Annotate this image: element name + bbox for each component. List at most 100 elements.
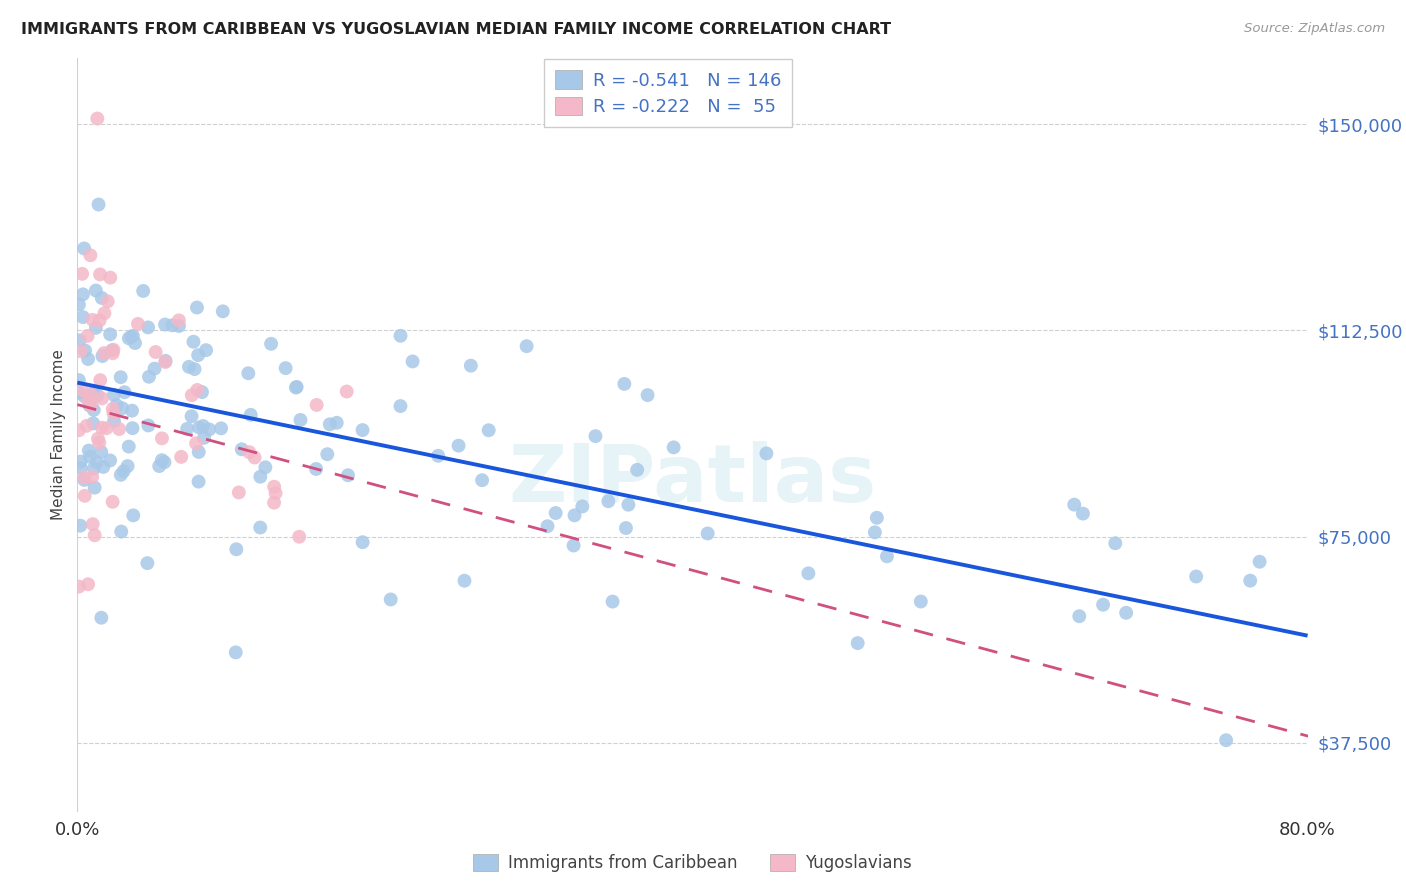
Point [195,343,218,358]
Point [187,475,209,489]
Point [103,343,125,357]
Point [73,473,96,487]
Point [84,321,107,335]
Point [86,388,108,402]
Point [82,417,104,431]
Point [90,445,112,459]
Y-axis label: Median Family Income: Median Family Income [51,350,66,520]
Point [180,409,202,424]
Point [326,416,349,430]
Point [67,298,90,312]
Point [127,317,149,331]
Point [73,489,96,503]
Point [121,421,143,435]
Point [471,473,494,487]
Point [98,327,121,342]
Point [73,343,96,358]
Point [89,313,111,327]
Point [209,421,232,435]
Point [67,580,90,594]
Point [101,343,124,358]
Point [544,506,567,520]
Point [93,346,115,360]
Point [69,333,91,347]
Point [101,401,124,416]
Point [249,520,271,534]
Point [225,645,247,659]
Point [352,423,374,437]
Point [101,346,124,360]
Point [1249,555,1271,569]
Point [1115,606,1137,620]
Point [290,413,312,427]
Point [69,454,91,468]
Point [82,470,104,484]
Point [79,248,101,262]
Point [103,388,125,402]
Point [155,354,177,368]
Point [187,445,209,459]
Point [122,329,145,343]
Point [536,519,558,533]
Point [305,398,328,412]
Point [90,611,112,625]
Point [79,399,101,413]
Point [98,453,121,467]
Point [238,445,260,459]
Point [83,461,105,475]
Point [82,313,104,327]
Point [254,460,277,475]
Point [77,443,100,458]
Point [180,388,202,402]
Point [67,373,90,387]
Point [145,345,167,359]
Point [617,498,640,512]
Point [316,447,339,461]
Point [478,423,501,437]
Point [103,414,125,428]
Point [910,594,932,608]
Point [187,348,209,362]
Point [89,268,111,282]
Point [613,376,636,391]
Point [249,469,271,483]
Point [82,386,104,401]
Point [191,419,214,434]
Point [103,406,125,420]
Point [336,468,359,483]
Point [453,574,475,588]
Point [91,392,114,406]
Point [167,313,190,327]
Point [77,577,100,591]
Point [336,384,359,399]
Point [136,556,159,570]
Point [105,398,128,412]
Point [138,369,160,384]
Point [111,401,134,416]
Point [143,361,166,376]
Point [305,462,328,476]
Point [239,408,262,422]
Point [82,517,104,532]
Point [1071,507,1094,521]
Point [238,366,260,380]
Point [108,422,131,436]
Point [121,403,143,417]
Point [87,432,110,446]
Point [516,339,538,353]
Point [72,287,94,301]
Point [447,439,470,453]
Text: IMMIGRANTS FROM CARIBBEAN VS YUGOSLAVIAN MEDIAN FAMILY INCOME CORRELATION CHART: IMMIGRANTS FROM CARIBBEAN VS YUGOSLAVIAN… [21,22,891,37]
Point [124,336,146,351]
Point [183,334,205,349]
Point [77,351,100,366]
Point [122,508,145,523]
Point [460,359,482,373]
Point [93,306,115,320]
Point [69,461,91,475]
Point [117,458,139,473]
Point [285,380,308,394]
Point [80,399,103,413]
Point [87,197,110,211]
Point [69,518,91,533]
